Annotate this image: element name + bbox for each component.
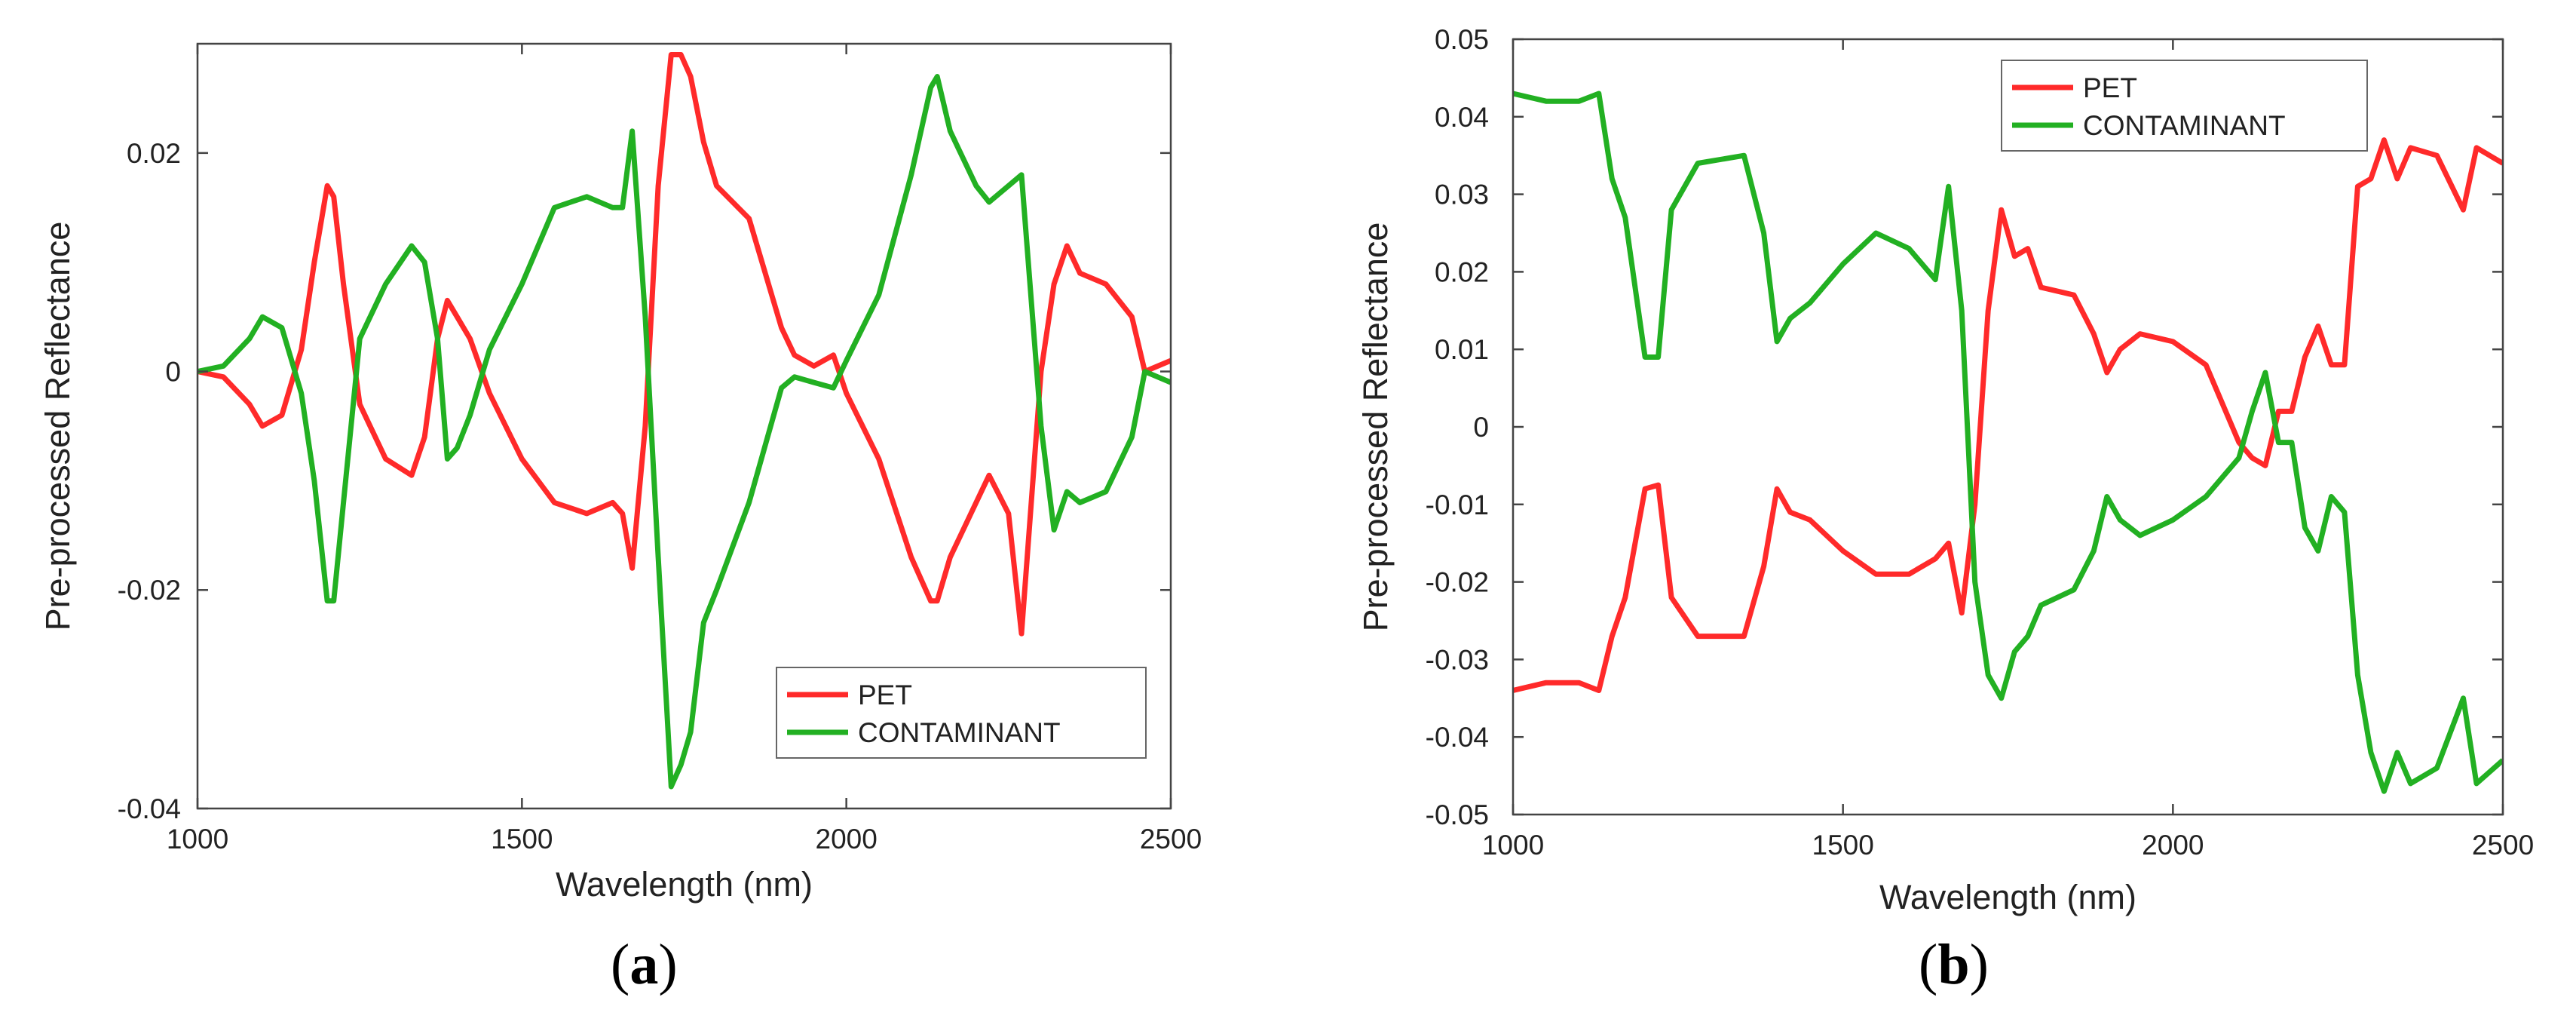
legend-box-a (776, 667, 1147, 759)
y-tick-label-b: 0.01 (1435, 334, 1489, 365)
x-tick-label-a: 2000 (816, 824, 878, 855)
chart-a-group: 1000 1500 2000 2500 -0.04 -0.02 0 0.02 Wavelengt… (38, 42, 1202, 904)
series-line-pet-a (198, 52, 1171, 637)
y-tick-label-b: -0.02 (1426, 567, 1489, 598)
plot-frame-a (196, 42, 1172, 810)
x-axis-label-a: Wavelength (nm) (556, 865, 813, 904)
legend-label-pet-a: PET (858, 680, 912, 710)
series-line-contaminant-a (198, 74, 1171, 790)
y-tick-label-b: -0.01 (1426, 489, 1489, 520)
panel-label-a: (a) (611, 933, 678, 996)
y-tick-label-a: -0.02 (118, 575, 181, 606)
x-tick-label-b: 1500 (1812, 830, 1874, 861)
y-tick-label-b: 0.03 (1435, 179, 1489, 210)
y-tick-label-b: -0.04 (1426, 722, 1489, 753)
x-tick-label-a: 1500 (491, 824, 553, 855)
y-axis-label-a: Pre-processed Reflectance (38, 222, 77, 631)
y-tick-label-a: -0.04 (118, 793, 181, 824)
y-axis-label-b: Pre-processed Reflectance (1356, 222, 1395, 632)
x-tick-label-b: 2000 (2142, 830, 2204, 861)
x-axis-label-b: Wavelength (nm) (1879, 878, 2136, 916)
x-tick-label-a: 2500 (1140, 824, 1202, 855)
y-tick-label-b: 0.05 (1435, 24, 1489, 55)
y-tick-label-b: 0.02 (1435, 256, 1489, 287)
y-tick-label-b: 0.04 (1435, 102, 1489, 133)
series-line-pet-b (1513, 137, 2503, 693)
x-tick-label-b: 1000 (1482, 830, 1544, 861)
x-tick-label-b: 2500 (2472, 830, 2534, 861)
y-tick-label-a: 0 (165, 357, 181, 388)
y-tick-label-b: -0.05 (1426, 799, 1489, 830)
y-tick-label-a: 0.02 (127, 138, 181, 169)
panel-label-b: (b) (1919, 933, 1989, 996)
legend-label-contaminant-a: CONTAMINANT (858, 717, 1061, 748)
y-tick-label-b: 0 (1473, 412, 1489, 443)
x-tick-label-a: 1000 (167, 824, 228, 855)
series-line-contaminant-b (1513, 91, 2503, 794)
legend-box-b (2001, 60, 2368, 152)
legend-label-pet-b: PET (2083, 72, 2137, 103)
chart-b-group: 1000 1500 2000 2500 -0.05 -0.04 -0.03 -0.02 -0.0… (1356, 24, 2534, 916)
plot-frame-b (1512, 38, 2504, 816)
legend-label-contaminant-b: CONTAMINANT (2083, 110, 2286, 141)
y-tick-label-b: -0.03 (1426, 644, 1489, 675)
